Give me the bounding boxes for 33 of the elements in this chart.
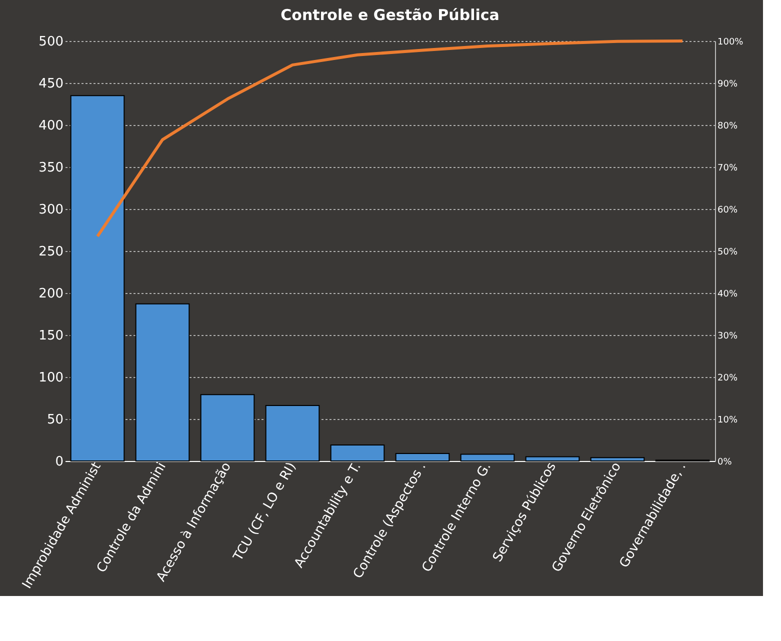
y-tick-label: 450: [38, 76, 64, 92]
chart-title: Controle e Gestão Pública: [280, 6, 500, 24]
y2-tick-label: 20%: [718, 374, 738, 384]
y2-tick-label: 90%: [718, 80, 738, 90]
bar: [265, 405, 320, 462]
y-tick-label: 300: [38, 202, 64, 218]
y-tick-label: 150: [38, 328, 64, 344]
bar: [525, 456, 580, 462]
y2-tick-label: 100%: [718, 38, 744, 48]
bar: [330, 444, 385, 462]
bar: [200, 394, 255, 462]
y-tick-label: 400: [38, 118, 64, 134]
y-tick-label: 100: [38, 370, 64, 386]
y2-tick-label: 30%: [718, 332, 738, 342]
y-tick-label: 250: [38, 244, 64, 260]
y2-tick-label: 70%: [718, 164, 738, 174]
bar: [70, 95, 125, 462]
y2-tick-label: 0%: [718, 458, 732, 468]
y-tick-label: 350: [38, 160, 64, 176]
y2-tick-label: 80%: [718, 122, 738, 132]
bar: [460, 454, 515, 462]
y-tick-label: 500: [38, 34, 64, 50]
y2-tick-label: 10%: [718, 416, 738, 426]
y-tick-label: 50: [46, 412, 64, 428]
y2-tick-label: 40%: [718, 290, 738, 300]
bar: [590, 457, 645, 462]
bar: [395, 452, 450, 462]
line-series: [96, 40, 684, 238]
y2-tick-label: 60%: [718, 206, 738, 216]
y2-tick-label: 50%: [718, 248, 738, 258]
y-tick-label: 200: [38, 286, 64, 302]
bar: [135, 303, 190, 462]
y-tick-label: 0: [55, 454, 64, 470]
